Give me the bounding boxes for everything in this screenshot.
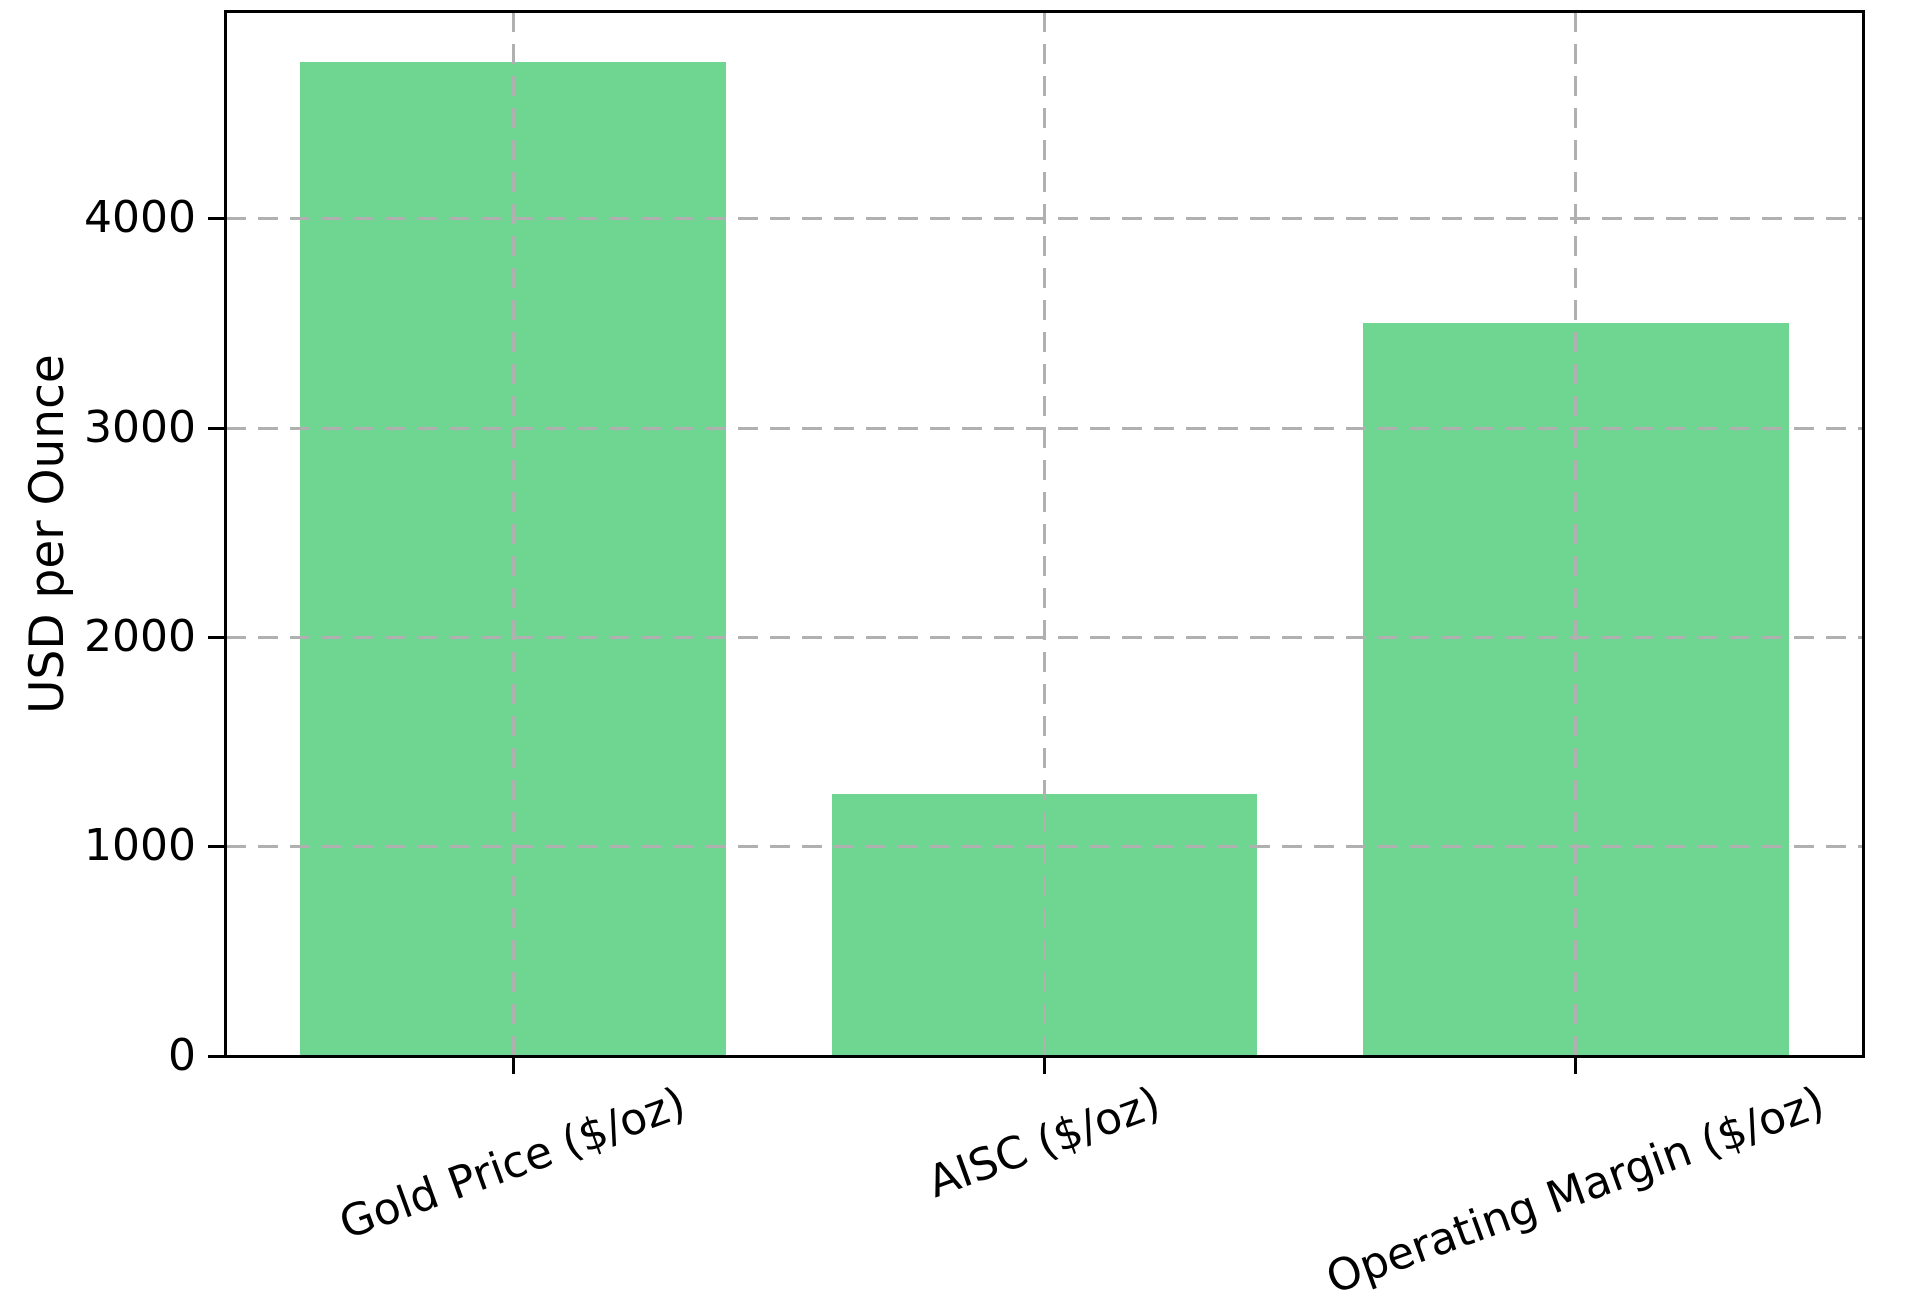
y-tick-label-4000: 4000 [84, 192, 196, 244]
v-gridline-gold-price-oz [511, 12, 515, 1056]
y-tick-mark-0 [208, 1054, 224, 1058]
x-tick-mark-aisc-oz [1043, 1058, 1046, 1074]
y-tick-label-1000: 1000 [84, 820, 196, 872]
y-tick-label-2000: 2000 [84, 610, 196, 662]
plot-border [224, 10, 1865, 1058]
v-gridline-operating-margin-oz [1574, 12, 1578, 1056]
v-gridline-aisc-oz [1043, 12, 1046, 1056]
x-tick-mark-operating-margin-oz [1574, 1058, 1578, 1074]
y-tick-label-3000: 3000 [84, 401, 196, 453]
y-tick-label-0: 0 [168, 1029, 196, 1081]
x-tick-label-operating-margin-oz: Operating Margin ($/oz) [1320, 1076, 1832, 1297]
y-tick-mark-1000 [208, 845, 224, 849]
y-tick-mark-4000 [208, 217, 224, 221]
y-tick-mark-2000 [208, 635, 224, 639]
x-tick-label-gold-price-oz: Gold Price ($/oz) [332, 1077, 693, 1250]
y-tick-mark-3000 [208, 426, 224, 430]
x-tick-mark-gold-price-oz [511, 1058, 515, 1074]
x-tick-label-aisc-oz: AISC ($/oz) [921, 1077, 1168, 1209]
y-axis-label: USD per Ounce [19, 354, 75, 714]
